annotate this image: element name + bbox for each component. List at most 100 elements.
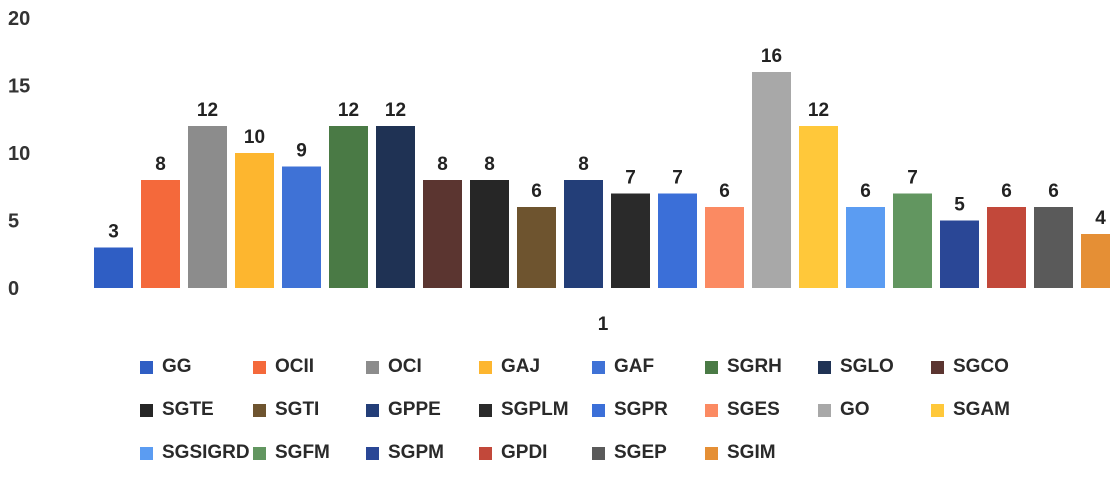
legend-label: GAJ (501, 356, 541, 377)
legend-label: GG (162, 356, 192, 377)
bar-sglo (376, 126, 415, 288)
y-tick-label: 10 (8, 143, 30, 165)
legend-swatch (592, 446, 605, 460)
legend-label: SGFM (275, 442, 330, 463)
legend-item-sgpr: SGPR (592, 399, 668, 421)
legend-item-ocii: OCII (253, 356, 314, 378)
legend-swatch (366, 403, 379, 417)
bars-group (94, 72, 1110, 288)
legend-swatch (366, 360, 379, 374)
legend-swatch (592, 360, 605, 374)
data-label-sges: 6 (719, 181, 730, 202)
legend-swatch (479, 403, 492, 417)
bar-sgte (470, 180, 509, 288)
legend-label: SGPLM (501, 399, 569, 420)
legend-item-sgte: SGTE (140, 399, 214, 421)
legend-label: SGPM (388, 442, 444, 463)
legend-swatch (818, 403, 831, 417)
data-label-sgam: 12 (808, 100, 829, 121)
legend-item-sgti: SGTI (253, 399, 319, 421)
y-axis: 0 5 10 15 20 (8, 8, 30, 300)
bar-sgti (517, 207, 556, 288)
legend-label: SGEP (614, 442, 667, 463)
legend-item-gppe: GPPE (366, 399, 441, 421)
legend-label: GPPE (388, 399, 441, 420)
legend-swatch (705, 360, 718, 374)
y-tick-label: 20 (8, 8, 30, 30)
y-tick-label: 0 (8, 278, 19, 300)
data-label-oci: 12 (197, 100, 218, 121)
y-tick-label: 15 (8, 76, 30, 98)
legend-swatch (253, 446, 266, 460)
legend-label: GO (840, 399, 870, 420)
legend-swatch (253, 403, 266, 417)
legend-item-sgep: SGEP (592, 442, 667, 464)
legend-item-gaj: GAJ (479, 356, 540, 378)
legend-label: SGIM (727, 442, 776, 463)
legend-item-sgrh: SGRH (705, 356, 782, 378)
data-label-sgpr: 7 (672, 168, 683, 189)
data-label-gpdi: 6 (1001, 181, 1012, 202)
legend-label: OCI (388, 356, 422, 377)
legend-swatch (705, 403, 718, 417)
legend-label: SGTI (275, 399, 320, 420)
data-label-gaj: 10 (244, 127, 265, 148)
legend-item-sgam: SGAM (931, 399, 1010, 421)
legend-label: GPDI (501, 442, 548, 463)
bar-gaj (235, 153, 274, 288)
data-label-sgep: 6 (1048, 181, 1059, 202)
bar-sgim (1081, 234, 1110, 288)
legend-swatch (931, 360, 944, 374)
data-labels-group: 3 8 12 10 9 12 12 8 8 6 8 7 7 6 16 12 6 7 5 6 6 4 (108, 46, 1106, 243)
data-label-ocii: 8 (155, 154, 166, 175)
legend-item-sglo: SGLO (818, 356, 894, 378)
legend-label: SGES (727, 399, 780, 420)
legend-item-go: GO (818, 399, 870, 421)
legend-swatch (140, 360, 153, 374)
bar-sgco (423, 180, 462, 288)
legend-item-gaf: GAF (592, 356, 654, 378)
legend-item-gg: GG (140, 356, 192, 378)
legend-swatch (253, 360, 266, 374)
bar-sgpm (940, 220, 979, 288)
bar-sgep (1034, 207, 1073, 288)
bar-gg (94, 247, 133, 288)
data-label-gaf: 9 (296, 141, 307, 162)
legend-swatch (140, 446, 153, 460)
data-label-sgsigrd: 6 (860, 181, 871, 202)
legend-label: SGPR (614, 399, 668, 420)
data-label-sgti: 6 (531, 181, 542, 202)
legend-item-sgfm: SGFM (253, 442, 330, 464)
legend-swatch (592, 403, 605, 417)
x-category-label: 1 (598, 314, 609, 335)
bar-sgsigrd (846, 207, 885, 288)
legend-item-sgim: SGIM (705, 442, 776, 464)
y-tick-label: 5 (8, 211, 19, 233)
data-label-sgco: 8 (437, 154, 448, 175)
legend-swatch (479, 360, 492, 374)
bar-chart: 0 5 10 15 20 3 8 12 10 9 12 12 8 8 6 8 7 7 6 16 12 6 7 5 6 6 4 1 (8, 8, 1110, 335)
data-label-sglo: 12 (385, 100, 406, 121)
legend-swatch (140, 403, 153, 417)
bar-go (752, 72, 791, 288)
legend-swatch (931, 403, 944, 417)
bar-oci (188, 126, 227, 288)
bar-sgplm (611, 193, 650, 288)
legend-label: SGSIGRD (162, 442, 250, 463)
bar-gaf (282, 166, 321, 288)
bar-gpdi (987, 207, 1026, 288)
bar-sgfm (893, 193, 932, 288)
bar-sgrh (329, 126, 368, 288)
legend-swatch (705, 446, 718, 460)
legend-label: GAF (614, 356, 655, 377)
legend-label: SGRH (727, 356, 782, 377)
legend-item-sgplm: SGPLM (479, 399, 569, 421)
data-label-go: 16 (761, 46, 782, 67)
data-label-sgplm: 7 (625, 168, 636, 189)
legend-item-sgco: SGCO (931, 356, 1009, 378)
data-label-gg: 3 (108, 222, 119, 243)
legend-label: SGCO (953, 356, 1009, 377)
bar-sgpr (658, 193, 697, 288)
legend-item-sgpm: SGPM (366, 442, 444, 464)
legend-label: SGLO (840, 356, 894, 377)
